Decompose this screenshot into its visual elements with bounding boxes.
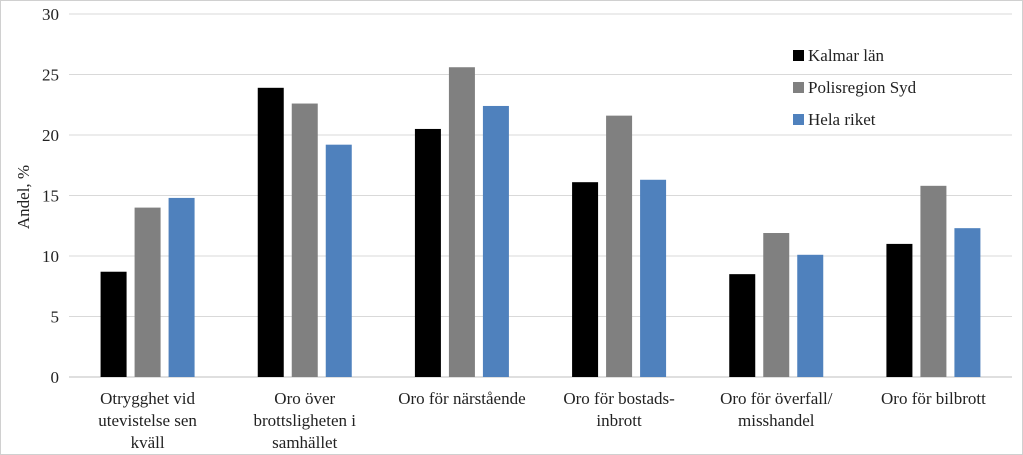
category-label: Otrygghet vid utevistelse sen kväll xyxy=(98,389,197,452)
category-label: Oro för närstående xyxy=(398,389,525,408)
category-label: Oro för bilbrott xyxy=(881,389,986,408)
bar xyxy=(606,115,633,377)
legend: Kalmar län Polisregion Syd Hela riket xyxy=(793,46,917,129)
bar xyxy=(414,128,441,377)
category-label: Oro för överfall/misshandel xyxy=(720,389,833,430)
legend-label: Polisregion Syd xyxy=(808,78,917,97)
category-label: Oro för bostads-inbrott xyxy=(563,389,675,430)
y-tick-label: 10 xyxy=(42,247,59,266)
bar xyxy=(886,243,913,377)
bar xyxy=(291,103,318,377)
y-tick-label: 15 xyxy=(42,187,59,206)
gridlines xyxy=(69,13,1012,378)
bar xyxy=(729,274,756,377)
bar xyxy=(257,87,284,377)
bar xyxy=(572,182,599,377)
bar xyxy=(168,197,195,377)
legend-label: Kalmar län xyxy=(808,46,884,65)
y-tick-label: 25 xyxy=(42,66,59,85)
bar xyxy=(954,228,981,377)
legend-label: Hela riket xyxy=(808,110,876,129)
bar xyxy=(920,185,947,377)
bar xyxy=(482,105,509,378)
legend-swatch xyxy=(793,82,804,93)
y-tick-label: 5 xyxy=(51,308,60,327)
bar xyxy=(134,207,161,377)
y-tick-label: 20 xyxy=(42,126,59,145)
bar xyxy=(763,233,790,377)
bar xyxy=(100,271,127,377)
category-label: Oro över brottsligheten i samhället xyxy=(254,389,357,452)
category-labels: Otrygghet vid utevistelse sen kväll Oro öve… xyxy=(98,389,986,452)
legend-swatch xyxy=(793,114,804,125)
bar xyxy=(797,254,824,377)
y-tick-labels: 0 5 10 15 20 25 30 xyxy=(42,5,59,387)
bar xyxy=(640,179,667,377)
y-axis-title: Andel, % xyxy=(14,165,33,229)
bars xyxy=(100,67,981,378)
bar xyxy=(325,144,352,377)
bar xyxy=(448,67,475,378)
legend-swatch xyxy=(793,50,804,61)
y-tick-label: 0 xyxy=(51,368,60,387)
y-tick-label: 30 xyxy=(42,5,59,24)
